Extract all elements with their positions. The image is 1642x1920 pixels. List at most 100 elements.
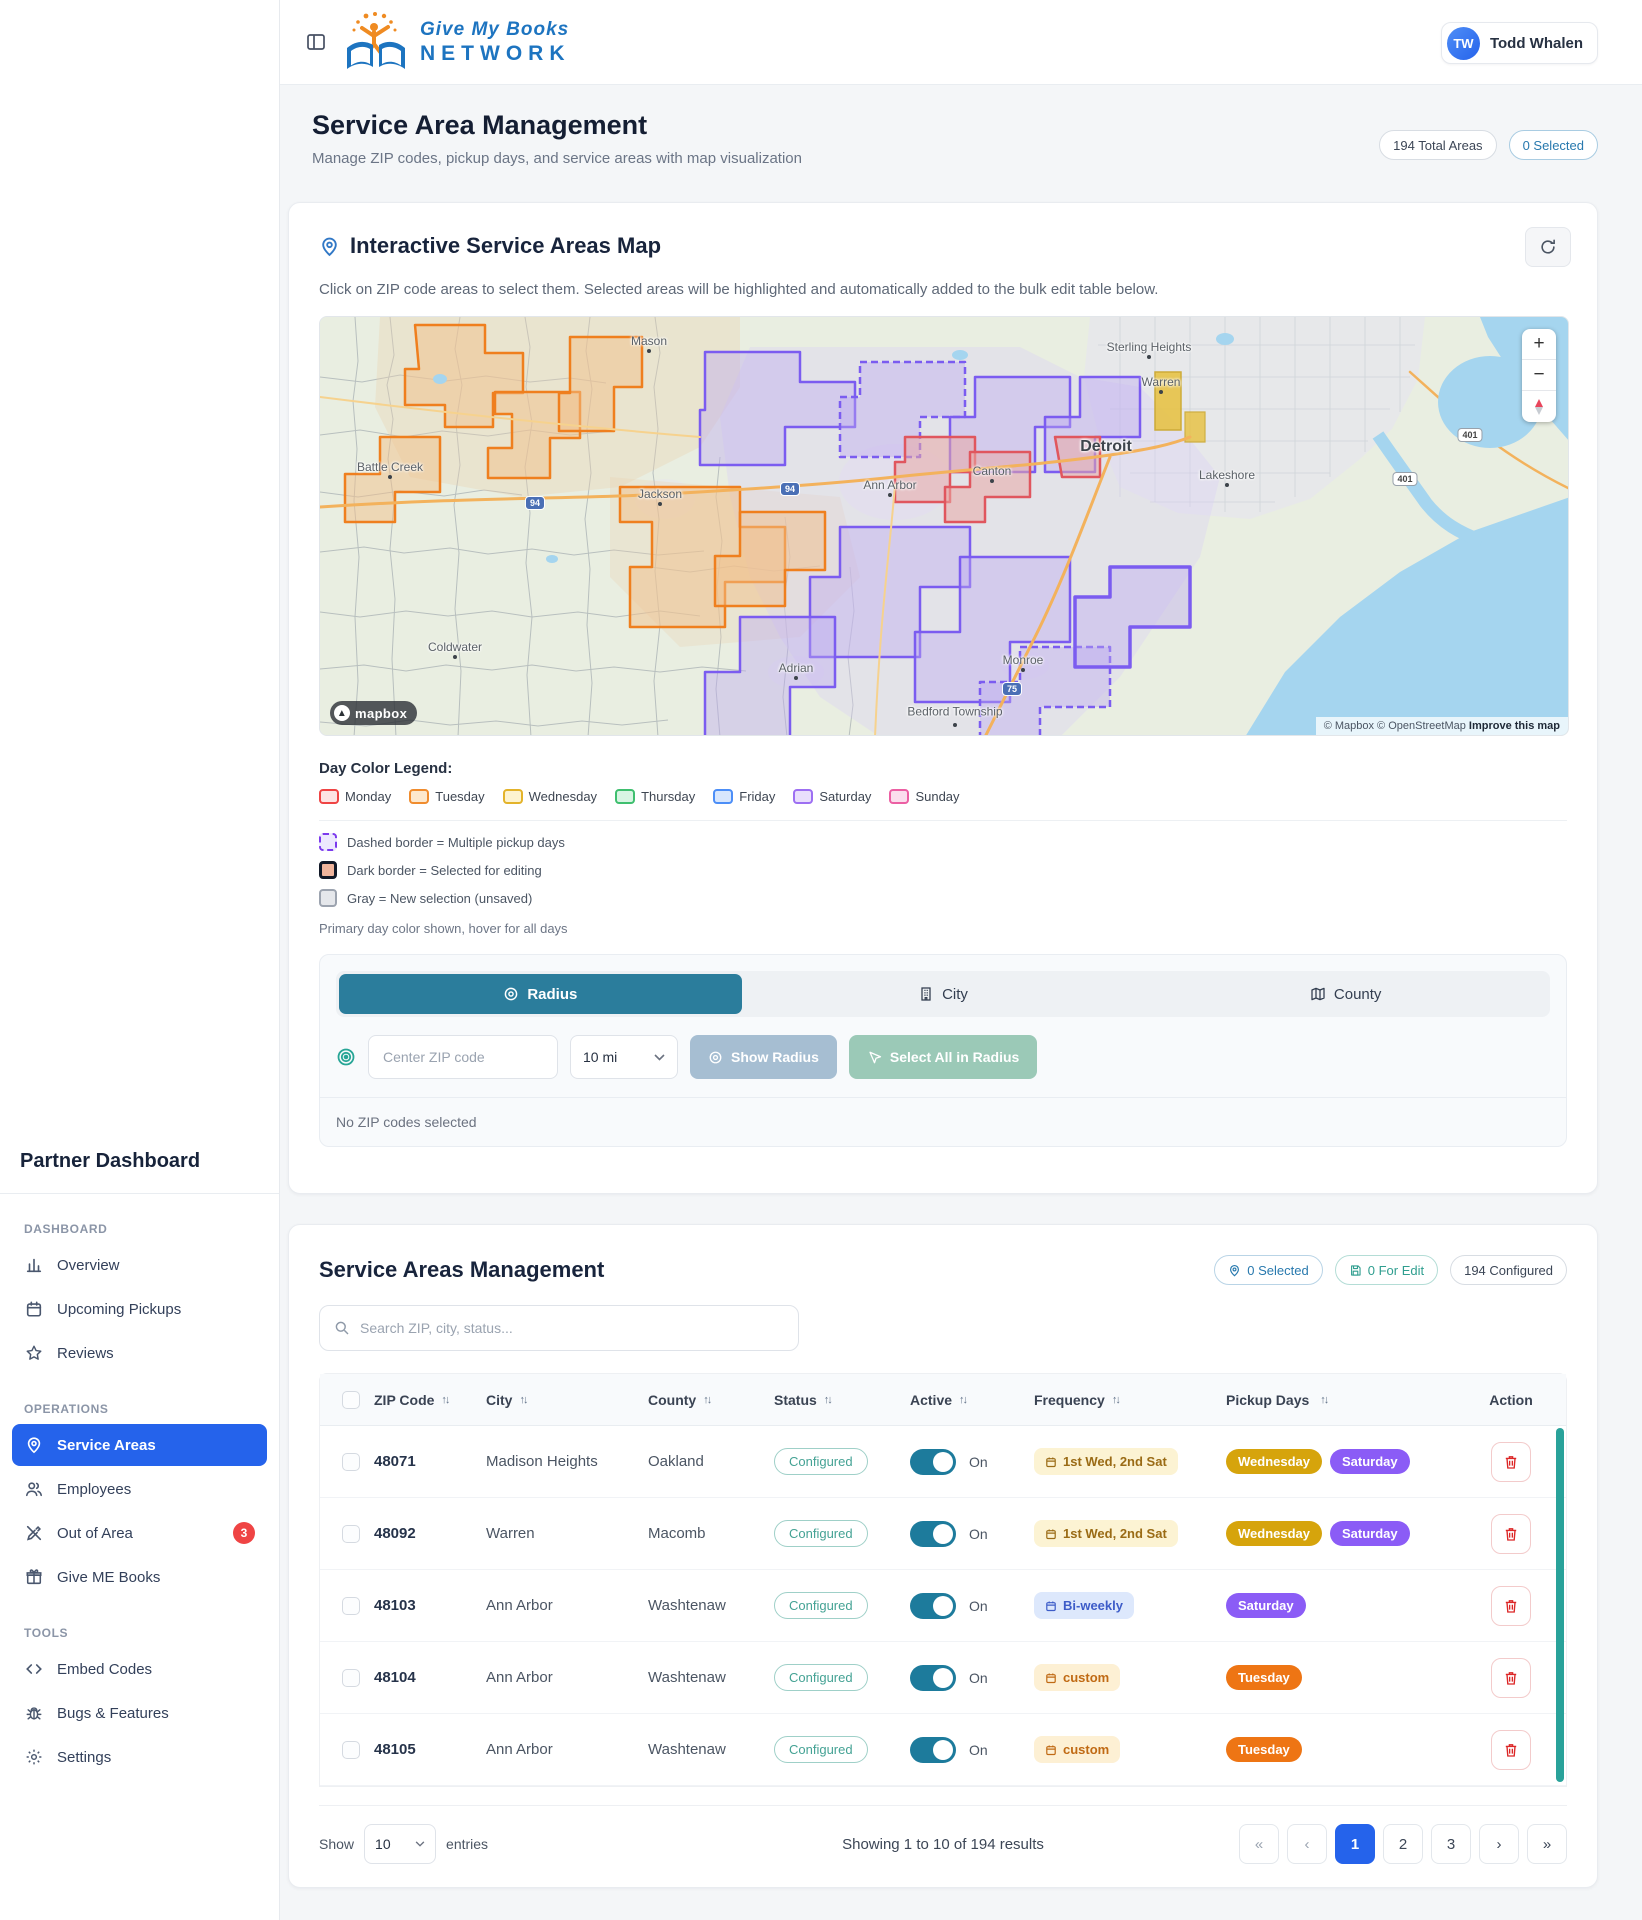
column-header-zip[interactable]: ZIP Code ↑↓ bbox=[374, 1391, 450, 1408]
zoom-out-button[interactable]: − bbox=[1522, 360, 1556, 391]
entries-label: entries bbox=[446, 1836, 489, 1852]
column-header-status[interactable]: Status ↑↓ bbox=[774, 1391, 833, 1408]
page-first-button[interactable]: « bbox=[1239, 1824, 1279, 1864]
row-checkbox[interactable] bbox=[342, 1524, 360, 1543]
column-header-pickup-days[interactable]: Pickup Days ↑↓ bbox=[1226, 1391, 1329, 1408]
delete-row-button[interactable] bbox=[1491, 1729, 1531, 1770]
mapbox-logo[interactable]: ▲ mapbox bbox=[330, 701, 418, 725]
compass-button[interactable] bbox=[1522, 391, 1556, 422]
tab-county[interactable]: County bbox=[1144, 974, 1547, 1014]
county: Macomb bbox=[648, 1525, 706, 1542]
trash-icon bbox=[1505, 1527, 1517, 1541]
zip-areas-monday[interactable] bbox=[893, 435, 1102, 524]
nav-label: Out of Area bbox=[57, 1524, 133, 1542]
tab-label: City bbox=[942, 985, 968, 1003]
attribution-text: © Mapbox © OpenStreetMap bbox=[1323, 720, 1466, 732]
row-checkbox[interactable] bbox=[342, 1668, 360, 1687]
radius-value: 10 mi bbox=[583, 1049, 618, 1065]
saturday-swatch bbox=[793, 789, 814, 804]
sidebar-item-out-of-area[interactable]: Out of Area 3 bbox=[12, 1512, 267, 1554]
sort-icon: ↑↓ bbox=[519, 1393, 528, 1406]
table-row: 48103 Ann Arbor Washtenaw Configured On … bbox=[320, 1570, 1566, 1642]
delete-row-button[interactable] bbox=[1491, 1513, 1531, 1554]
select-all-in-radius-button[interactable]: Select All in Radius bbox=[848, 1035, 1038, 1079]
zip-code: 48105 bbox=[374, 1741, 416, 1758]
user-menu-button[interactable]: TW Todd Whalen bbox=[1440, 22, 1598, 64]
service-areas-map[interactable]: Mason Sterling Heights Warren Detroit Ba… bbox=[319, 316, 1569, 736]
sidebar-item-settings[interactable]: Settings bbox=[12, 1736, 267, 1778]
gear-icon bbox=[24, 1748, 43, 1767]
delete-row-button[interactable] bbox=[1491, 1441, 1531, 1482]
sidebar-item-service-areas[interactable]: Service Areas bbox=[12, 1424, 267, 1466]
column-header-county[interactable]: County ↑↓ bbox=[648, 1391, 712, 1408]
delete-row-button[interactable] bbox=[1491, 1585, 1531, 1626]
status-badge: Configured bbox=[774, 1736, 868, 1763]
frequency-badge: custom bbox=[1034, 1664, 1121, 1691]
page-2-button[interactable]: 2 bbox=[1383, 1824, 1423, 1864]
day-label: Friday bbox=[739, 789, 776, 804]
city: Warren bbox=[486, 1525, 535, 1542]
column-header-frequency[interactable]: Frequency ↑↓ bbox=[1034, 1391, 1121, 1408]
row-checkbox[interactable] bbox=[342, 1740, 360, 1759]
page-1-button[interactable]: 1 bbox=[1335, 1824, 1375, 1864]
page-prev-button[interactable]: ‹ bbox=[1287, 1824, 1327, 1864]
sort-icon: ↑↓ bbox=[959, 1393, 968, 1406]
improve-map-link[interactable]: Improve this map bbox=[1468, 720, 1560, 732]
county: Washtenaw bbox=[648, 1669, 726, 1686]
street-grid bbox=[1098, 317, 1415, 512]
zip-areas-tuesday[interactable] bbox=[343, 323, 827, 629]
tab-label: County bbox=[1333, 985, 1382, 1003]
show-radius-button[interactable]: Show Radius bbox=[690, 1035, 837, 1079]
radius-distance-select[interactable]: 10 mi bbox=[570, 1035, 678, 1079]
column-header-city[interactable]: City ↑↓ bbox=[486, 1391, 528, 1408]
tab-city[interactable]: City bbox=[742, 974, 1145, 1014]
sidebar-item-upcoming-pickups[interactable]: Upcoming Pickups bbox=[12, 1288, 267, 1330]
active-toggle[interactable] bbox=[910, 1448, 956, 1475]
map-canvas[interactable] bbox=[320, 317, 1569, 736]
page-next-button[interactable]: › bbox=[1479, 1824, 1519, 1864]
sidebar-item-employees[interactable]: Employees bbox=[12, 1468, 267, 1510]
zip-areas-saturday[interactable] bbox=[698, 350, 1192, 736]
active-toggle[interactable] bbox=[910, 1664, 956, 1691]
sort-icon: ↑↓ bbox=[703, 1393, 712, 1406]
search-input[interactable] bbox=[360, 1320, 784, 1336]
compass-icon bbox=[1535, 398, 1543, 415]
active-toggle[interactable] bbox=[910, 1520, 956, 1547]
table-vertical-scrollbar[interactable] bbox=[1556, 1428, 1564, 1782]
pickup-day-badge: Wednesday bbox=[1226, 1521, 1323, 1546]
active-toggle[interactable] bbox=[910, 1736, 956, 1763]
no-zip-selected-text: No ZIP codes selected bbox=[336, 1114, 477, 1130]
table-card-badges: 0 Selected 0 For Edit 194 Configured bbox=[1214, 1255, 1567, 1285]
row-checkbox[interactable] bbox=[342, 1596, 360, 1615]
entries-per-page-select[interactable]: 10 bbox=[364, 1824, 437, 1864]
zip-areas-wednesday[interactable] bbox=[1154, 371, 1206, 443]
nav-label: Reviews bbox=[57, 1344, 114, 1362]
calendar-icon bbox=[24, 1300, 43, 1319]
trash-icon bbox=[1505, 1599, 1517, 1613]
tab-radius[interactable]: Radius bbox=[339, 974, 742, 1014]
sidebar-item-give-me-books[interactable]: Give ME Books bbox=[12, 1556, 267, 1598]
sidebar-item-embed-codes[interactable]: Embed Codes bbox=[12, 1648, 267, 1690]
pickup-day-badge: Tuesday bbox=[1226, 1665, 1302, 1690]
select-all-checkbox[interactable] bbox=[342, 1390, 360, 1409]
active-toggle[interactable] bbox=[910, 1592, 956, 1619]
pickup-day-badge: Wednesday bbox=[1226, 1449, 1323, 1474]
sidebar-item-overview[interactable]: Overview bbox=[12, 1244, 267, 1286]
center-zip-input[interactable] bbox=[368, 1035, 558, 1079]
sidebar-item-reviews[interactable]: Reviews bbox=[12, 1332, 267, 1374]
trash-icon bbox=[1505, 1671, 1517, 1685]
delete-row-button[interactable] bbox=[1491, 1657, 1531, 1698]
zoom-in-button[interactable]: + bbox=[1522, 329, 1556, 360]
nav-label: Upcoming Pickups bbox=[57, 1300, 182, 1318]
legend-note: Gray = New selection (unsaved) bbox=[347, 890, 533, 906]
selected-count-badge: 0 Selected bbox=[1508, 130, 1598, 160]
column-header-active[interactable]: Active ↑↓ bbox=[910, 1391, 968, 1408]
sidebar-item-bugs-features[interactable]: Bugs & Features bbox=[12, 1692, 267, 1734]
app-logo[interactable]: Give My Books NETWORK bbox=[344, 6, 571, 78]
page-last-button[interactable]: » bbox=[1527, 1824, 1567, 1864]
star-icon bbox=[24, 1344, 43, 1363]
page-3-button[interactable]: 3 bbox=[1431, 1824, 1471, 1864]
refresh-map-button[interactable] bbox=[1525, 227, 1571, 267]
row-checkbox[interactable] bbox=[342, 1452, 360, 1471]
sidebar-toggle-icon[interactable] bbox=[302, 28, 330, 56]
